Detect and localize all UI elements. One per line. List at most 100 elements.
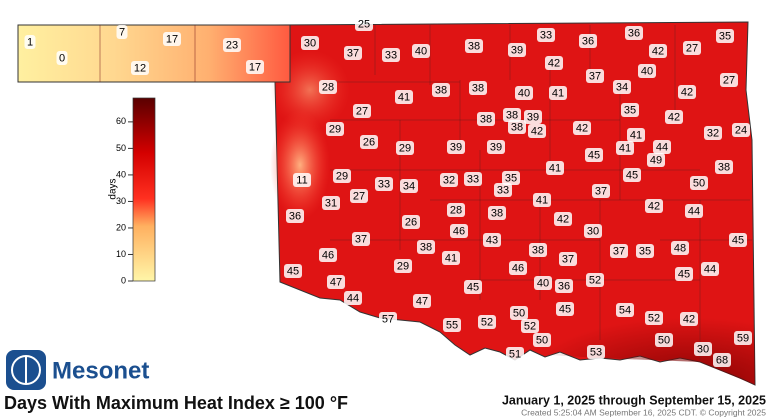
station-value: 37 xyxy=(347,47,359,59)
station-label-bg xyxy=(653,140,671,154)
station-label-bg xyxy=(284,264,302,278)
station-value: 34 xyxy=(616,81,628,93)
station-value: 37 xyxy=(589,70,601,82)
station-value: 45 xyxy=(678,268,690,280)
station-value: 41 xyxy=(549,162,561,174)
station-value: 41 xyxy=(445,252,457,264)
station-label-bg xyxy=(716,29,734,43)
station-label-bg xyxy=(488,206,506,220)
station-label-bg xyxy=(402,215,420,229)
station-label-bg xyxy=(549,86,567,100)
station-value: 44 xyxy=(656,141,668,153)
station-label-bg xyxy=(720,73,738,87)
station-label-bg xyxy=(586,273,604,287)
station-value: 45 xyxy=(287,265,299,277)
station-value: 25 xyxy=(358,18,370,30)
station-label-bg xyxy=(638,64,656,78)
map-title: Days With Maximum Heat Index ≥ 100 °F xyxy=(4,393,348,413)
station-label-bg xyxy=(586,69,604,83)
station-value: 42 xyxy=(648,200,660,212)
station-value: 37 xyxy=(613,245,625,257)
station-label-bg xyxy=(734,331,752,345)
station-label-bg xyxy=(627,128,645,142)
station-label-bg xyxy=(379,312,397,326)
station-value: 12 xyxy=(134,62,146,74)
station-value: 53 xyxy=(590,346,602,358)
station-value: 47 xyxy=(416,295,428,307)
station-label-bg xyxy=(649,44,667,58)
legend-tick-label: 60 xyxy=(116,116,126,126)
station-value: 27 xyxy=(686,42,698,54)
legend-tick-label: 30 xyxy=(116,196,126,206)
station-label-bg xyxy=(534,276,552,290)
created-note: Created 5:25:04 AM September 16, 2025 CD… xyxy=(521,407,766,417)
station-value: 44 xyxy=(704,263,716,275)
legend-tick-label: 50 xyxy=(116,143,126,153)
west-light xyxy=(270,110,330,220)
station-value: 37 xyxy=(562,253,574,265)
station-value: 28 xyxy=(450,204,462,216)
station-label-bg xyxy=(508,120,526,134)
station-label-bg xyxy=(732,123,750,137)
station-value: 45 xyxy=(559,303,571,315)
station-value: 36 xyxy=(289,210,301,222)
station-value: 40 xyxy=(518,87,530,99)
station-label-bg xyxy=(509,261,527,275)
station-label-bg xyxy=(678,85,696,99)
station-value: 37 xyxy=(355,233,367,245)
station-label-bg xyxy=(483,233,501,247)
panhandle xyxy=(17,24,291,83)
station-value: 37 xyxy=(595,185,607,197)
station-label-bg xyxy=(352,232,370,246)
station-value: 45 xyxy=(732,234,744,246)
station-value: 35 xyxy=(505,172,517,184)
station-label-bg xyxy=(690,176,708,190)
station-label-bg xyxy=(464,280,482,294)
station-label-bg xyxy=(487,140,505,154)
legend-tick-label: 40 xyxy=(116,169,126,179)
station-value: 42 xyxy=(668,111,680,123)
station-value: 38 xyxy=(511,121,523,133)
station-value: 48 xyxy=(674,242,686,254)
station-label-bg xyxy=(442,251,460,265)
station-label-bg xyxy=(443,318,461,332)
station-value: 29 xyxy=(397,260,409,272)
legend-tick-label: 0 xyxy=(121,275,126,285)
station-label-bg xyxy=(375,177,393,191)
station-value: 17 xyxy=(166,33,178,45)
station-label-bg xyxy=(301,36,319,50)
station-label-bg xyxy=(56,51,68,65)
legend-ticks: 0 10 20 30 40 50 60 xyxy=(116,116,133,285)
station-label-bg xyxy=(413,294,431,308)
station-value: 41 xyxy=(630,129,642,141)
station-value: 45 xyxy=(588,149,600,161)
station-label-bg xyxy=(613,80,631,94)
station-label-bg xyxy=(417,240,435,254)
station-value: 31 xyxy=(325,197,337,209)
station-value: 32 xyxy=(707,127,719,139)
station-value: 40 xyxy=(415,45,427,57)
date-range: January 1, 2025 through September 15, 20… xyxy=(502,393,766,407)
station-label-bg xyxy=(116,25,128,39)
station-value: 47 xyxy=(330,276,342,288)
station-value: 36 xyxy=(628,27,640,39)
station-value: 49 xyxy=(650,154,662,166)
station-label-bg xyxy=(665,110,683,124)
station-label-bg xyxy=(293,173,311,187)
station-value: 54 xyxy=(619,304,631,316)
station-label-bg xyxy=(350,189,368,203)
station-label-bg xyxy=(623,168,641,182)
station-value: 23 xyxy=(226,39,238,51)
station-label-bg xyxy=(701,262,719,276)
station-label-bg xyxy=(506,347,524,361)
station-label-bg xyxy=(447,203,465,217)
station-value: 52 xyxy=(589,274,601,286)
station-label-bg xyxy=(322,196,340,210)
station-label-bg xyxy=(353,104,371,118)
station-label-bg xyxy=(537,28,555,42)
station-label-bg xyxy=(24,35,36,49)
station-value: 26 xyxy=(405,216,417,228)
station-value: 33 xyxy=(497,184,509,196)
